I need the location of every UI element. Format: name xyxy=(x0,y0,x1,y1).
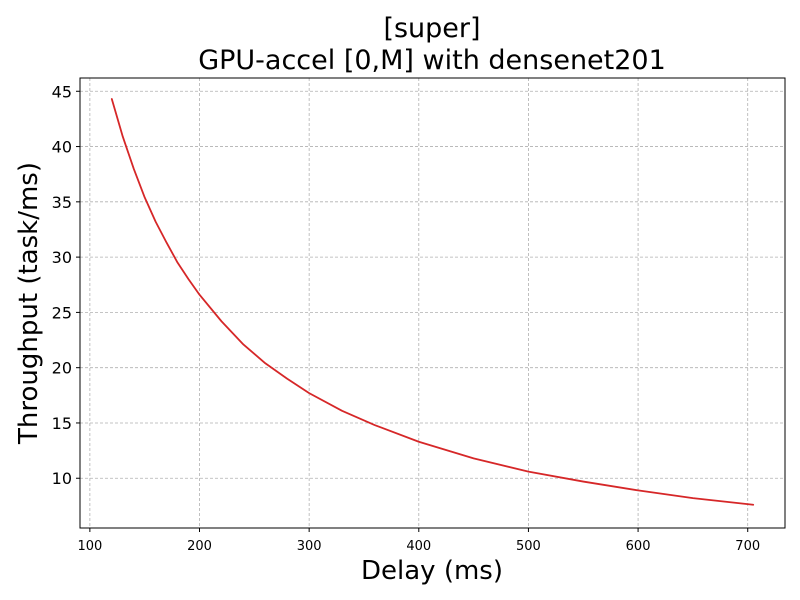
series-layer xyxy=(110,98,755,506)
x-tick-label: 300 xyxy=(297,539,322,554)
y-tick-label: 30 xyxy=(52,248,72,267)
y-tick-label: 45 xyxy=(52,82,72,101)
y-tick-label: 20 xyxy=(52,359,72,378)
y-tick-label: 15 xyxy=(52,414,72,433)
plot-area-frame xyxy=(79,77,786,529)
y-tick-label: 40 xyxy=(52,138,72,157)
series-line xyxy=(110,98,755,506)
x-tick-label: 200 xyxy=(187,539,212,554)
x-tick-label: 100 xyxy=(77,539,102,554)
y-tick-label: 35 xyxy=(52,193,72,212)
grid xyxy=(80,78,785,528)
chart-title-line1: [super] xyxy=(383,13,480,44)
y-tick-label: 25 xyxy=(52,303,72,322)
x-tick-label: 400 xyxy=(406,539,431,554)
y-tick-label: 10 xyxy=(52,469,72,488)
x-axis: 100 200 300 400 500 600 700 xyxy=(77,528,760,554)
chart-title-line2: GPU-accel [0,M] with densenet201 xyxy=(198,45,666,76)
x-tick-label: 500 xyxy=(516,539,541,554)
x-tick-label: 700 xyxy=(735,539,760,554)
y-axis-label: Throughput (task/ms) xyxy=(14,162,44,445)
y-axis: 10 15 20 25 30 35 40 45 xyxy=(52,82,80,488)
x-axis-label: Delay (ms) xyxy=(361,556,503,586)
x-tick-label: 600 xyxy=(626,539,651,554)
